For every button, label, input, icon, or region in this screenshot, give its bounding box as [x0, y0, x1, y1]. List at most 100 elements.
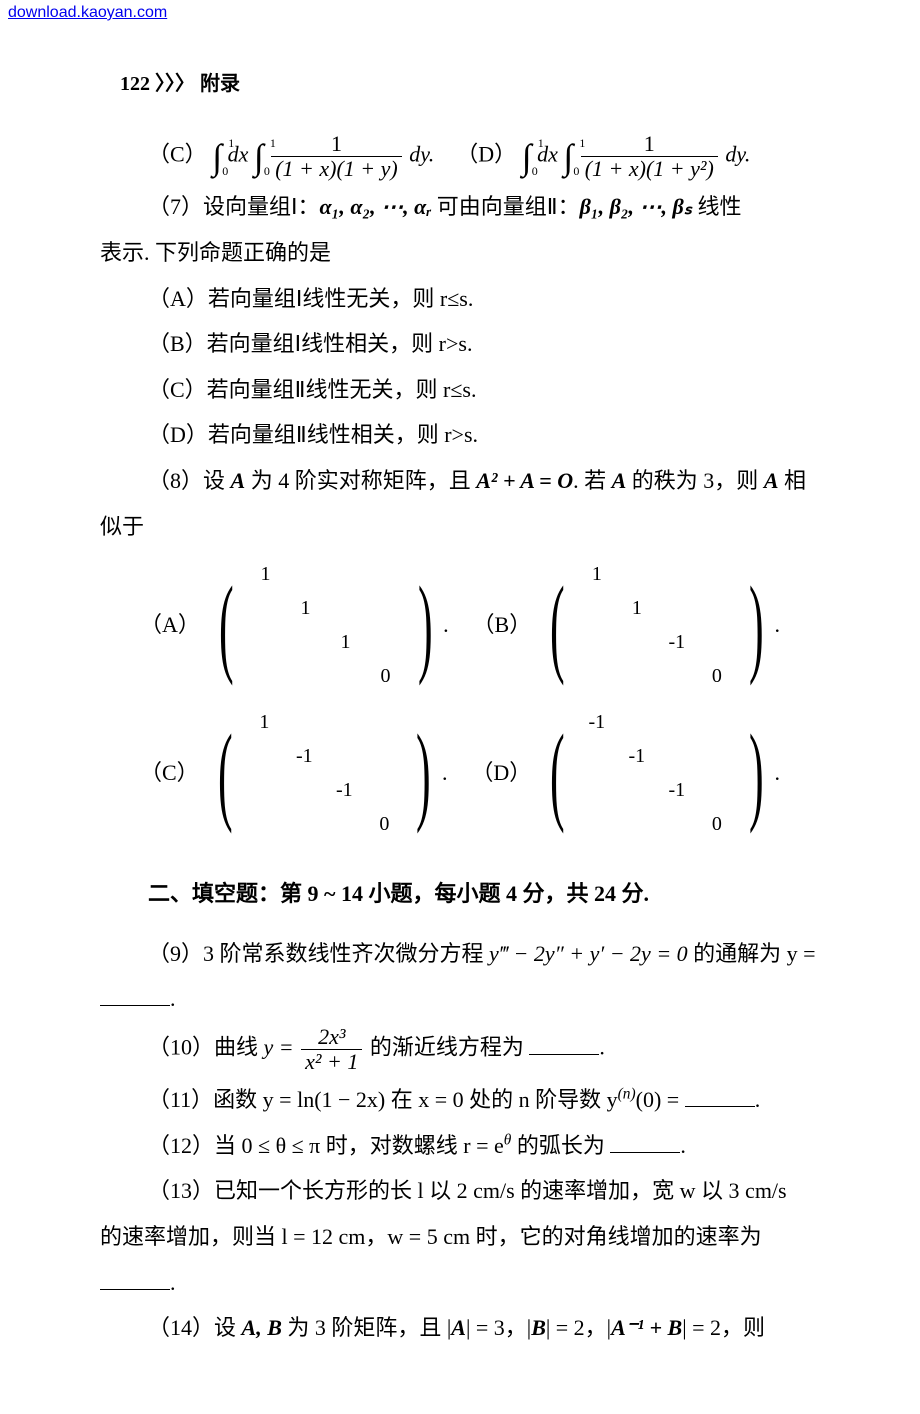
- q8-eq: A² + A = O: [476, 468, 573, 493]
- q14-B: B: [531, 1315, 546, 1340]
- q10-frac: 2x³ x² + 1: [301, 1025, 362, 1074]
- q7-stem-b: 可由向量组Ⅱ：: [431, 194, 579, 219]
- q13-line3: .: [100, 1263, 820, 1303]
- q14-b: 为 3 阶矩阵，且 |: [282, 1315, 451, 1340]
- q14-Ainv: A⁻¹ + B: [611, 1315, 682, 1340]
- q9-blank: [100, 983, 170, 1006]
- header-arrows: 〉〉〉: [155, 73, 195, 95]
- q8-matC: 1-1-10: [243, 704, 405, 842]
- paren-right-icon: ): [416, 724, 431, 823]
- dot: .: [443, 605, 449, 645]
- q9-tail: .: [170, 986, 176, 1011]
- q9-eq: y‴ − 2y″ + y′ − 2y = 0: [489, 941, 688, 966]
- q14-AB: A, B: [242, 1315, 282, 1340]
- q8-optB: （B） ( 11-10 ) .: [473, 556, 780, 694]
- q10-b: 的渐近线方程为: [370, 1035, 524, 1060]
- q12-blank: [610, 1130, 680, 1153]
- q13-line2: 的速率增加，则当 l = 12 cm，w = 5 cm 时，它的对角线增加的速率…: [100, 1217, 820, 1257]
- q6-optD-dy: dy.: [725, 142, 750, 167]
- q14-d: | = 2，|: [546, 1315, 611, 1340]
- q12-b: 的弧长为: [511, 1133, 605, 1158]
- q8-d: 的秩为 3，则: [626, 468, 764, 493]
- q8-stem-line2: 似于: [100, 507, 820, 547]
- q14-a: （14）设: [148, 1315, 242, 1340]
- q14-A: A: [451, 1315, 466, 1340]
- q11-sup: (n): [618, 1086, 636, 1103]
- q14-e: | = 2，则: [682, 1315, 765, 1340]
- paren-left-icon: (: [550, 724, 565, 823]
- q8-a: （8）设: [148, 468, 231, 493]
- q7-stem-line2: 表示. 下列命题正确的是: [100, 233, 820, 273]
- q9-b: 的通解为 y =: [688, 941, 816, 966]
- q8-A1: A: [231, 468, 246, 493]
- paren-left-icon: (: [219, 576, 234, 675]
- q8-matB: 11-10: [576, 556, 738, 694]
- q8-e: 相: [779, 468, 807, 493]
- page-content: 122 〉〉〉 附录 （C） ∫10 dx ∫10 1 (1 + x)(1 + …: [0, 26, 920, 1414]
- q6-options-cd: （C） ∫10 dx ∫10 1 (1 + x)(1 + y) dy. （D） …: [100, 132, 820, 181]
- q8-optD: （D） ( -1-1-10 ) .: [471, 704, 780, 842]
- q6-optC-label: （C）: [148, 142, 207, 167]
- q10-y: y =: [264, 1035, 294, 1060]
- q6-optC-frac: 1 (1 + x)(1 + y): [271, 132, 402, 181]
- q7-optA: （A）若向量组Ⅰ线性无关，则 r≤s.: [100, 279, 820, 319]
- q14-c: | = 3，|: [466, 1315, 531, 1340]
- q7-stem-line1: （7）设向量组Ⅰ：α₁, α₂, ⋯, αᵣ 可由向量组Ⅱ：β₁, β₂, ⋯,…: [100, 187, 820, 227]
- paren-right-icon: ): [749, 576, 764, 675]
- q13-blank: [100, 1267, 170, 1290]
- q11-a: （11）函数 y = ln(1 − 2x) 在 x = 0 处的 n 阶导数 y: [148, 1087, 618, 1112]
- integral-icon: ∫10: [212, 139, 222, 175]
- q8-A3: A: [764, 468, 779, 493]
- dot: .: [775, 753, 781, 793]
- q8-labelC: （C）: [140, 753, 199, 793]
- q8-stem-line1: （8）设 A 为 4 阶实对称矩阵，且 A² + A = O. 若 A 的秩为 …: [100, 461, 820, 501]
- integral-icon: ∫10: [254, 139, 264, 175]
- header-title: 附录: [200, 73, 240, 95]
- section2-title: 二、填空题：第 9 ~ 14 小题，每小题 4 分，共 24 分.: [148, 874, 820, 914]
- q8-row-ab: （A） ( 1110 ) . （B） ( 11-10 ) .: [100, 556, 820, 694]
- paren-right-icon: ): [749, 724, 764, 823]
- q12-line: （12）当 0 ≤ θ ≤ π 时，对数螺线 r = eθ 的弧长为 .: [100, 1126, 820, 1166]
- q6-optC-dy: dy.: [409, 142, 434, 167]
- q8-matD: -1-1-10: [576, 704, 738, 842]
- page-header: 122 〉〉〉 附录: [100, 66, 820, 102]
- q7-optB: （B）若向量组Ⅰ线性相关，则 r>s.: [100, 324, 820, 364]
- q10-a: （10）曲线: [148, 1035, 264, 1060]
- q8-optC: （C） ( 1-1-10 ) .: [140, 704, 447, 842]
- q8-matA: 1110: [245, 556, 407, 694]
- paren-left-icon: (: [550, 576, 565, 675]
- q13-tail: .: [170, 1270, 176, 1295]
- q7-optC: （C）若向量组Ⅱ线性无关，则 r≤s.: [100, 370, 820, 410]
- q9-a: （9）3 阶常系数线性齐次微分方程: [148, 941, 489, 966]
- q10-line: （10）曲线 y = 2x³ x² + 1 的渐近线方程为 .: [100, 1025, 820, 1074]
- q11-blank: [685, 1084, 755, 1107]
- dot: .: [442, 753, 448, 793]
- q7-stem-a: （7）设向量组Ⅰ：: [148, 194, 320, 219]
- q8-A2: A: [612, 468, 627, 493]
- q7-alpha: α₁, α₂, ⋯, αᵣ: [320, 194, 432, 219]
- q9-line2: .: [100, 979, 820, 1019]
- paren-left-icon: (: [218, 724, 233, 823]
- q9-line1: （9）3 阶常系数线性齐次微分方程 y‴ − 2y″ + y′ − 2y = 0…: [100, 934, 820, 974]
- q6-optD-frac: 1 (1 + x)(1 + y²): [581, 132, 718, 181]
- q8-b: 为 4 阶实对称矩阵，且: [245, 468, 476, 493]
- q11-tail: .: [755, 1087, 761, 1112]
- q12-tail: .: [680, 1133, 686, 1158]
- source-url[interactable]: download.kaoyan.com: [0, 0, 920, 26]
- q8-row-cd: （C） ( 1-1-10 ) . （D） ( -1-1-10 ) .: [100, 704, 820, 842]
- q8-labelB: （B）: [473, 605, 532, 645]
- dot: .: [775, 605, 781, 645]
- q11-line: （11）函数 y = ln(1 − 2x) 在 x = 0 处的 n 阶导数 y…: [100, 1080, 820, 1120]
- q7-beta: β₁, β₂, ⋯, βₛ: [580, 194, 692, 219]
- q12-a: （12）当 0 ≤ θ ≤ π 时，对数螺线 r = e: [148, 1133, 504, 1158]
- q8-c: . 若: [573, 468, 612, 493]
- paren-right-icon: ): [418, 576, 433, 675]
- q8-labelA: （A）: [140, 605, 200, 645]
- integral-icon: ∫10: [563, 139, 573, 175]
- q10-tail: .: [599, 1035, 605, 1060]
- q10-blank: [529, 1032, 599, 1055]
- q13-line1: （13）已知一个长方形的长 l 以 2 cm/s 的速率增加，宽 w 以 3 c…: [100, 1171, 820, 1211]
- q14-line: （14）设 A, B 为 3 阶矩阵，且 |A| = 3，|B| = 2，|A⁻…: [100, 1308, 820, 1348]
- integral-icon: ∫10: [522, 139, 532, 175]
- q6-optD-label: （D）: [456, 142, 516, 167]
